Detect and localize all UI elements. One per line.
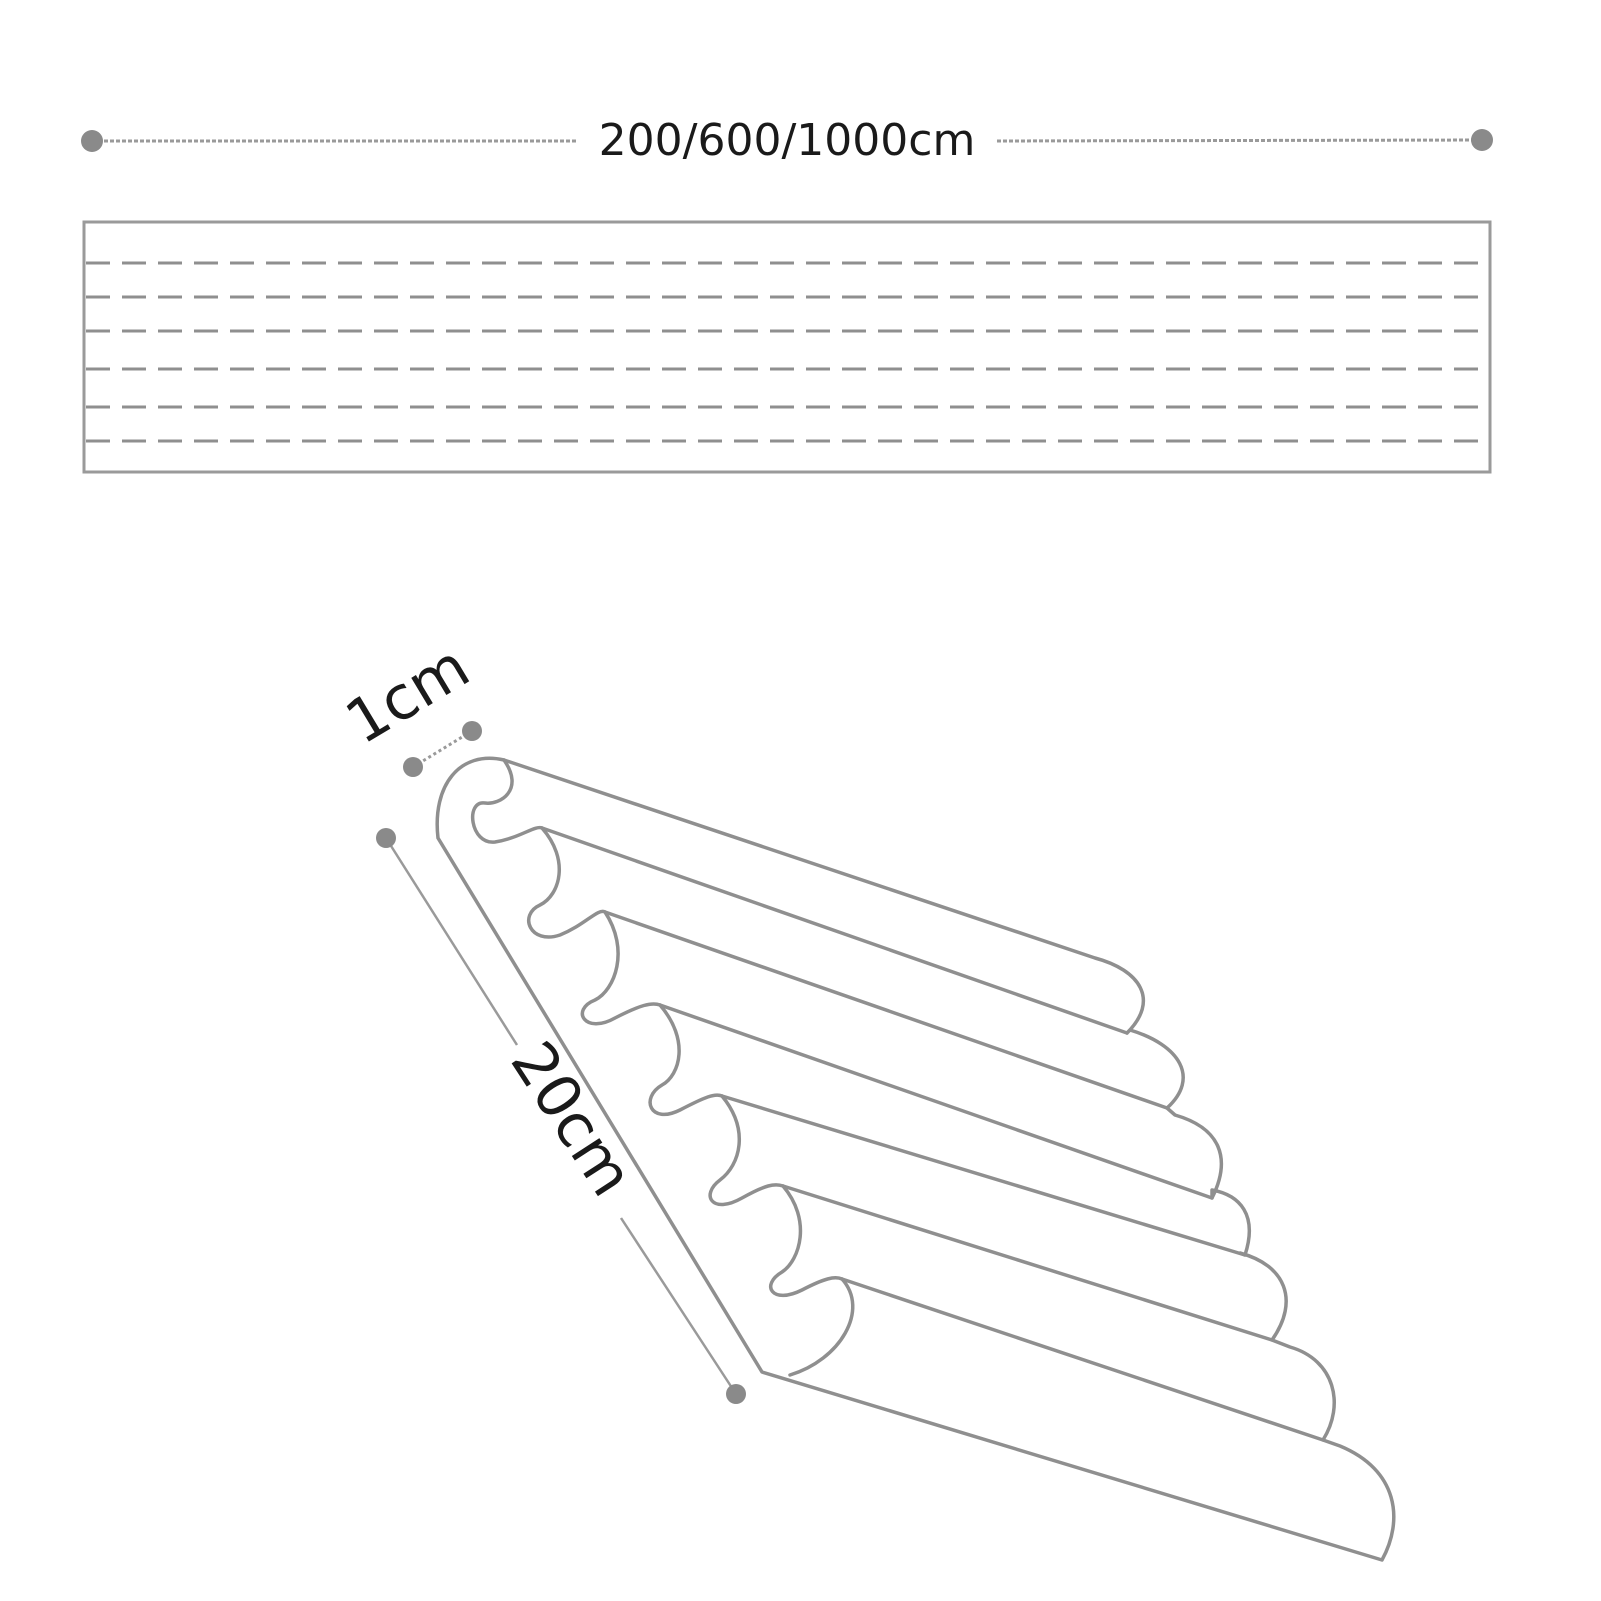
width-dimension-line-top	[384, 837, 519, 1046]
strip-panel	[82, 220, 1492, 474]
length-dimension-endpoint-right	[1471, 129, 1493, 151]
length-dimension-line-right	[996, 138, 1483, 143]
wave-crest-6	[769, 1184, 1325, 1442]
wave-profile	[435, 756, 1396, 1562]
wave-crest-5	[708, 1094, 1274, 1342]
thickness-dimension-endpoint-left	[403, 757, 423, 777]
thickness-dimension: 1cm	[334, 631, 482, 777]
wave-crests	[470, 758, 1325, 1442]
strip-panel-outline	[82, 220, 1492, 474]
wave-crest-2	[527, 826, 1169, 1110]
length-dimension-label: 200/600/1000cm	[599, 115, 976, 166]
width-dimension-endpoint-bottom	[726, 1384, 746, 1404]
width-dimension-endpoint-top	[376, 828, 396, 848]
strip-panel-stripes	[86, 261, 1488, 443]
thickness-dimension-label: 1cm	[334, 631, 481, 758]
wave-crest-7	[788, 1277, 855, 1377]
length-dimension-endpoint-left	[81, 130, 103, 152]
wave-crest-3	[580, 910, 1214, 1200]
width-dimension-line-bottom	[619, 1217, 738, 1395]
length-dimension: 200/600/1000cm	[81, 115, 1493, 166]
thickness-dimension-line	[412, 729, 473, 769]
thickness-dimension-endpoint-right	[462, 721, 482, 741]
wave-crest-4	[648, 1003, 1247, 1257]
wave-profile-outline	[435, 756, 1396, 1562]
wave-crest-1	[470, 758, 1129, 1035]
